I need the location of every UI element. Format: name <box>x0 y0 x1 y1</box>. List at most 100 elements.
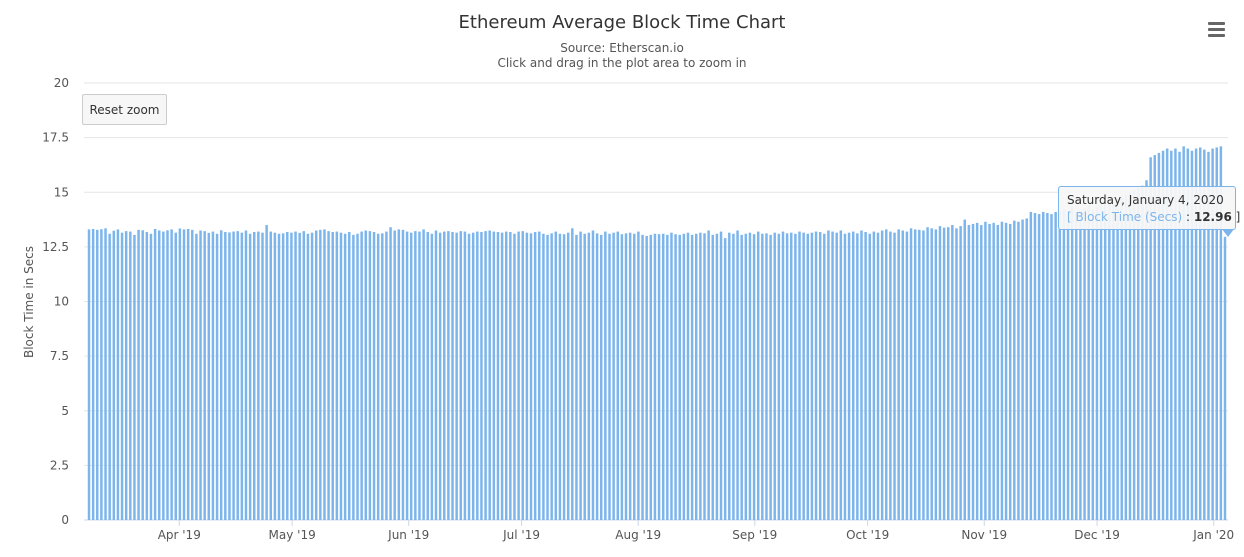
bar[interactable] <box>219 230 223 520</box>
bar[interactable] <box>1174 148 1177 521</box>
bar[interactable] <box>1145 180 1148 521</box>
bar[interactable] <box>719 231 723 520</box>
bar[interactable] <box>1054 211 1057 521</box>
bar[interactable] <box>253 232 256 520</box>
bar[interactable] <box>129 231 132 520</box>
bar[interactable] <box>723 238 727 520</box>
bar[interactable] <box>323 229 326 520</box>
bar[interactable] <box>533 232 537 520</box>
bar[interactable] <box>992 222 995 520</box>
bar[interactable] <box>740 234 743 521</box>
bar[interactable] <box>1186 148 1190 521</box>
bar[interactable] <box>835 232 838 521</box>
bar[interactable] <box>1029 211 1033 521</box>
bar[interactable] <box>376 233 380 520</box>
bar[interactable] <box>860 230 863 521</box>
bar[interactable] <box>310 232 314 521</box>
bar[interactable] <box>356 233 359 520</box>
bar[interactable] <box>1042 211 1045 521</box>
bar[interactable] <box>823 233 826 520</box>
bar[interactable] <box>203 231 206 520</box>
bar[interactable] <box>546 234 549 521</box>
bar[interactable] <box>1120 196 1123 520</box>
bar[interactable] <box>967 225 971 520</box>
bar[interactable] <box>1017 221 1020 520</box>
bar[interactable] <box>339 232 343 521</box>
bar[interactable] <box>1137 187 1140 520</box>
bar[interactable] <box>1004 222 1008 520</box>
bar[interactable] <box>851 231 855 520</box>
bar[interactable] <box>843 233 847 520</box>
bar[interactable] <box>1190 150 1194 521</box>
bar[interactable] <box>438 232 442 521</box>
bar[interactable] <box>1141 185 1144 520</box>
bar[interactable] <box>707 230 710 521</box>
bar[interactable] <box>905 231 909 520</box>
bar[interactable] <box>699 232 702 521</box>
bar[interactable] <box>1149 157 1152 521</box>
bar[interactable] <box>343 233 347 520</box>
bar[interactable] <box>682 233 686 520</box>
bar[interactable] <box>294 231 297 520</box>
bar[interactable] <box>831 231 834 520</box>
bar[interactable] <box>984 221 987 520</box>
bar[interactable] <box>215 233 219 520</box>
bar[interactable] <box>372 232 376 520</box>
bar[interactable] <box>513 233 516 520</box>
bar[interactable] <box>182 229 186 520</box>
bar[interactable] <box>926 227 929 520</box>
bar[interactable] <box>414 231 417 520</box>
bar[interactable] <box>1025 218 1028 520</box>
bar[interactable] <box>971 223 975 520</box>
bar[interactable] <box>488 230 491 521</box>
bar[interactable] <box>934 229 938 520</box>
bar[interactable] <box>178 228 182 520</box>
bar[interactable] <box>248 233 252 520</box>
bar[interactable] <box>959 226 962 520</box>
bar[interactable] <box>633 233 636 520</box>
bar[interactable] <box>864 232 867 520</box>
bar[interactable] <box>418 231 421 520</box>
bar[interactable] <box>191 229 194 520</box>
bar[interactable] <box>550 233 553 520</box>
bar[interactable] <box>265 225 268 520</box>
bar[interactable] <box>1116 198 1119 520</box>
bar[interactable] <box>471 232 475 521</box>
bar[interactable] <box>1112 202 1115 520</box>
bar[interactable] <box>1033 213 1037 520</box>
bar[interactable] <box>1021 219 1024 520</box>
bar[interactable] <box>657 234 661 520</box>
bar[interactable] <box>554 231 558 520</box>
bar[interactable] <box>232 231 235 520</box>
bar[interactable] <box>575 234 578 521</box>
bar[interactable] <box>1161 150 1165 521</box>
bar[interactable] <box>587 232 591 521</box>
bar[interactable] <box>364 230 368 521</box>
bar[interactable] <box>240 232 244 521</box>
bar[interactable] <box>620 234 624 520</box>
bar[interactable] <box>661 233 665 520</box>
bar[interactable] <box>988 223 991 520</box>
bar[interactable] <box>773 232 776 521</box>
bar[interactable] <box>224 232 227 520</box>
bar[interactable] <box>236 231 239 520</box>
bar[interactable] <box>695 233 698 520</box>
bar[interactable] <box>426 232 429 520</box>
bar[interactable] <box>500 232 504 521</box>
bar[interactable] <box>1087 205 1090 521</box>
bar[interactable] <box>604 231 607 520</box>
bar[interactable] <box>1046 213 1049 520</box>
bar[interactable] <box>1203 149 1206 520</box>
bar[interactable] <box>290 232 293 521</box>
bar[interactable] <box>1091 209 1095 521</box>
bar[interactable] <box>1095 207 1099 521</box>
bar[interactable] <box>1000 221 1004 520</box>
bar[interactable] <box>87 229 91 520</box>
bar[interactable] <box>463 231 467 520</box>
bar[interactable] <box>839 230 843 521</box>
bar[interactable] <box>1215 147 1218 520</box>
bar[interactable] <box>319 229 322 520</box>
bar[interactable] <box>314 230 318 521</box>
bar[interactable] <box>1207 151 1210 520</box>
